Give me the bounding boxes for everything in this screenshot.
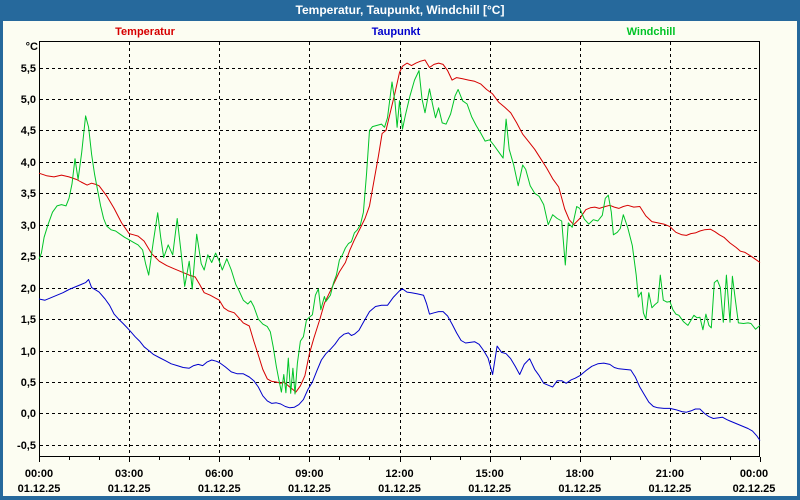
y-tick-label: 2,0	[21, 283, 36, 295]
x-tick-date-label: 01.12.25	[648, 483, 691, 495]
plot-border	[39, 41, 760, 457]
y-axis-unit-label: °C	[26, 41, 38, 53]
x-tick-time-label: 09:00	[295, 468, 323, 480]
legend-item-windchill: Windchill	[626, 26, 676, 38]
x-tick-date-label: 01.12.25	[108, 483, 151, 495]
x-tick-date-label: 02.12.25	[733, 483, 776, 495]
title-bar: Temperatur, Taupunkt, Windchill [°C]	[0, 0, 800, 21]
y-tick-label: 5,5	[21, 63, 36, 75]
page-title: Temperatur, Taupunkt, Windchill [°C]	[295, 3, 505, 17]
y-tick-label: 0,5	[21, 377, 36, 389]
x-tick-date-label: 01.12.25	[468, 483, 511, 495]
legend-item-taupunkt: Taupunkt	[371, 26, 421, 38]
x-tick-time-label: 15:00	[476, 468, 504, 480]
y-tick-label: 1,0	[21, 346, 36, 358]
x-tick-time-label: 18:00	[566, 468, 594, 480]
x-tick-time-label: 00:00	[25, 468, 53, 480]
x-tick-date-label: 01.12.25	[198, 483, 241, 495]
x-tick-date-label: 01.12.25	[378, 483, 421, 495]
legend-item-temperatur: Temperatur	[115, 26, 175, 38]
y-tick-label: 2,5	[21, 251, 36, 263]
y-tick-label: 4,0	[21, 157, 36, 169]
y-tick-label: 3,0	[21, 220, 36, 232]
y-tick-label: 3,5	[21, 188, 36, 200]
y-tick-label: 5,0	[21, 94, 36, 106]
x-tick-time-label: 03:00	[115, 468, 143, 480]
x-tick-time-label: 00:00	[740, 468, 768, 480]
y-tick-label: 0,0	[21, 408, 36, 420]
window-border-bottom	[0, 496, 800, 500]
y-tick-label: -0,5	[17, 440, 36, 452]
y-tick-label: 1,5	[21, 314, 36, 326]
x-tick-time-label: 21:00	[656, 468, 684, 480]
x-tick-date-label: 01.12.25	[288, 483, 331, 495]
y-tick-label: 4,5	[21, 125, 36, 137]
x-tick-time-label: 12:00	[385, 468, 413, 480]
x-tick-time-label: 06:00	[205, 468, 233, 480]
x-tick-date-label: 01.12.25	[18, 483, 61, 495]
series-line-temperatur	[38, 59, 761, 393]
x-tick-date-label: 01.12.25	[558, 483, 601, 495]
window-border-left	[0, 0, 3, 500]
series-line-taupunkt	[38, 279, 761, 441]
window-border-right	[797, 0, 800, 500]
series-line-windchill	[38, 70, 761, 395]
